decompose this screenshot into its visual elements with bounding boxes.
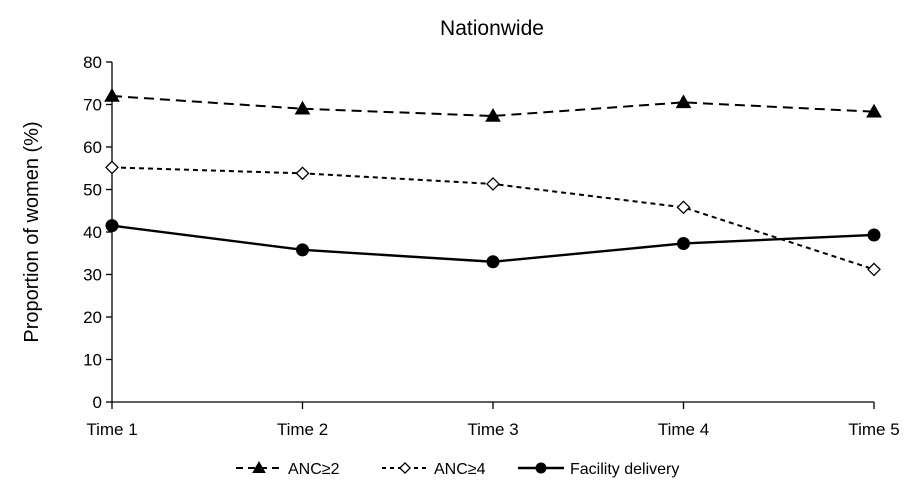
legend: ANC≥2 ANC≥4 Facility delivery bbox=[236, 461, 679, 478]
data-point bbox=[866, 103, 882, 118]
data-point bbox=[295, 166, 310, 181]
legend-item: Facility delivery bbox=[518, 461, 679, 478]
legend-label: ANC≥4 bbox=[434, 461, 486, 478]
x-tick-label: Time 2 bbox=[277, 420, 328, 439]
x-tick-label: Time 5 bbox=[848, 420, 899, 439]
legend-marker bbox=[535, 462, 547, 474]
x-tick-label: Time 1 bbox=[86, 420, 137, 439]
y-tick-label: 30 bbox=[83, 266, 102, 285]
legend-label: Facility delivery bbox=[570, 461, 679, 478]
y-axis-title: Proportion of women (%) bbox=[21, 121, 43, 342]
data-point bbox=[676, 200, 691, 215]
series-anc-2 bbox=[104, 87, 882, 122]
legend-item: ANC≥2 bbox=[236, 461, 340, 478]
x-tick-label: Time 4 bbox=[658, 420, 709, 439]
data-point bbox=[105, 219, 119, 233]
y-tick-label: 10 bbox=[83, 351, 102, 370]
series-anc-4 bbox=[105, 160, 881, 277]
y-tick-label: 60 bbox=[83, 138, 102, 157]
x-tick-label: Time 3 bbox=[467, 420, 518, 439]
data-point bbox=[677, 236, 690, 250]
data-point bbox=[105, 160, 119, 175]
data-point bbox=[294, 100, 311, 115]
data-point bbox=[486, 255, 500, 269]
chart-title: Nationwide bbox=[440, 17, 544, 40]
legend-item: ANC≥4 bbox=[382, 461, 486, 478]
data-point bbox=[486, 177, 500, 191]
data-point bbox=[867, 262, 881, 277]
data-point bbox=[485, 107, 501, 122]
y-tick-label: 50 bbox=[83, 181, 102, 200]
y-tick-label: 40 bbox=[83, 223, 102, 242]
legend-marker bbox=[398, 461, 412, 475]
legend-marker bbox=[252, 461, 266, 473]
x-axis: Time 1 Time 2 Time 3 Time 4 Time 5 bbox=[86, 401, 900, 439]
data-point bbox=[675, 94, 692, 109]
legend-label: ANC≥2 bbox=[288, 461, 340, 478]
series-layer bbox=[104, 87, 882, 277]
data-point bbox=[104, 87, 120, 102]
series-facility-delivery bbox=[105, 219, 881, 269]
data-point bbox=[867, 228, 881, 242]
y-tick-label: 80 bbox=[83, 53, 102, 72]
y-tick-label: 70 bbox=[83, 96, 102, 115]
data-point bbox=[296, 243, 309, 257]
y-tick-label: 20 bbox=[83, 308, 102, 327]
y-axis: 0 10 20 30 40 50 60 70 80 bbox=[83, 53, 113, 412]
y-tick-label: 0 bbox=[93, 393, 102, 412]
